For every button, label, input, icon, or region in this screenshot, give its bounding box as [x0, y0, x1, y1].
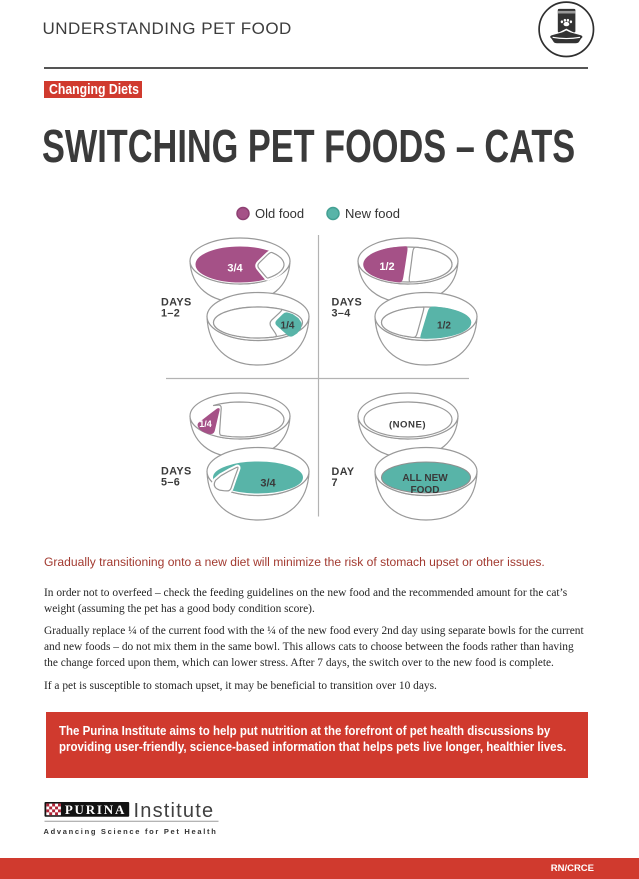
svg-text:1/4: 1/4: [281, 321, 295, 332]
svg-text:1/2: 1/2: [379, 261, 394, 273]
svg-text:7: 7: [332, 477, 338, 489]
svg-text:Advancing Science for Pet Heal: Advancing Science for Pet Health: [44, 827, 218, 836]
svg-text:1/2: 1/2: [437, 320, 451, 331]
svg-text:Old food: Old food: [255, 206, 304, 221]
svg-text:3/4: 3/4: [260, 477, 276, 489]
svg-text:5–6: 5–6: [161, 477, 180, 489]
svg-text:(NONE): (NONE): [389, 419, 426, 430]
svg-text:DAYS: DAYS: [161, 466, 192, 478]
svg-text:1–2: 1–2: [161, 307, 180, 319]
svg-text:DAYS: DAYS: [161, 297, 192, 309]
svg-text:ALL NEW: ALL NEW: [402, 473, 448, 484]
svg-text:Institute: Institute: [134, 800, 215, 822]
svg-text:New food: New food: [345, 206, 400, 221]
svg-text:3–4: 3–4: [332, 307, 351, 319]
svg-text:DAY: DAY: [332, 466, 355, 478]
svg-text:3/4: 3/4: [227, 262, 243, 274]
svg-text:DAYS: DAYS: [332, 297, 363, 309]
svg-text:FOOD: FOOD: [411, 485, 440, 496]
svg-text:PURINA: PURINA: [65, 802, 126, 817]
svg-text:1/4: 1/4: [199, 419, 212, 429]
